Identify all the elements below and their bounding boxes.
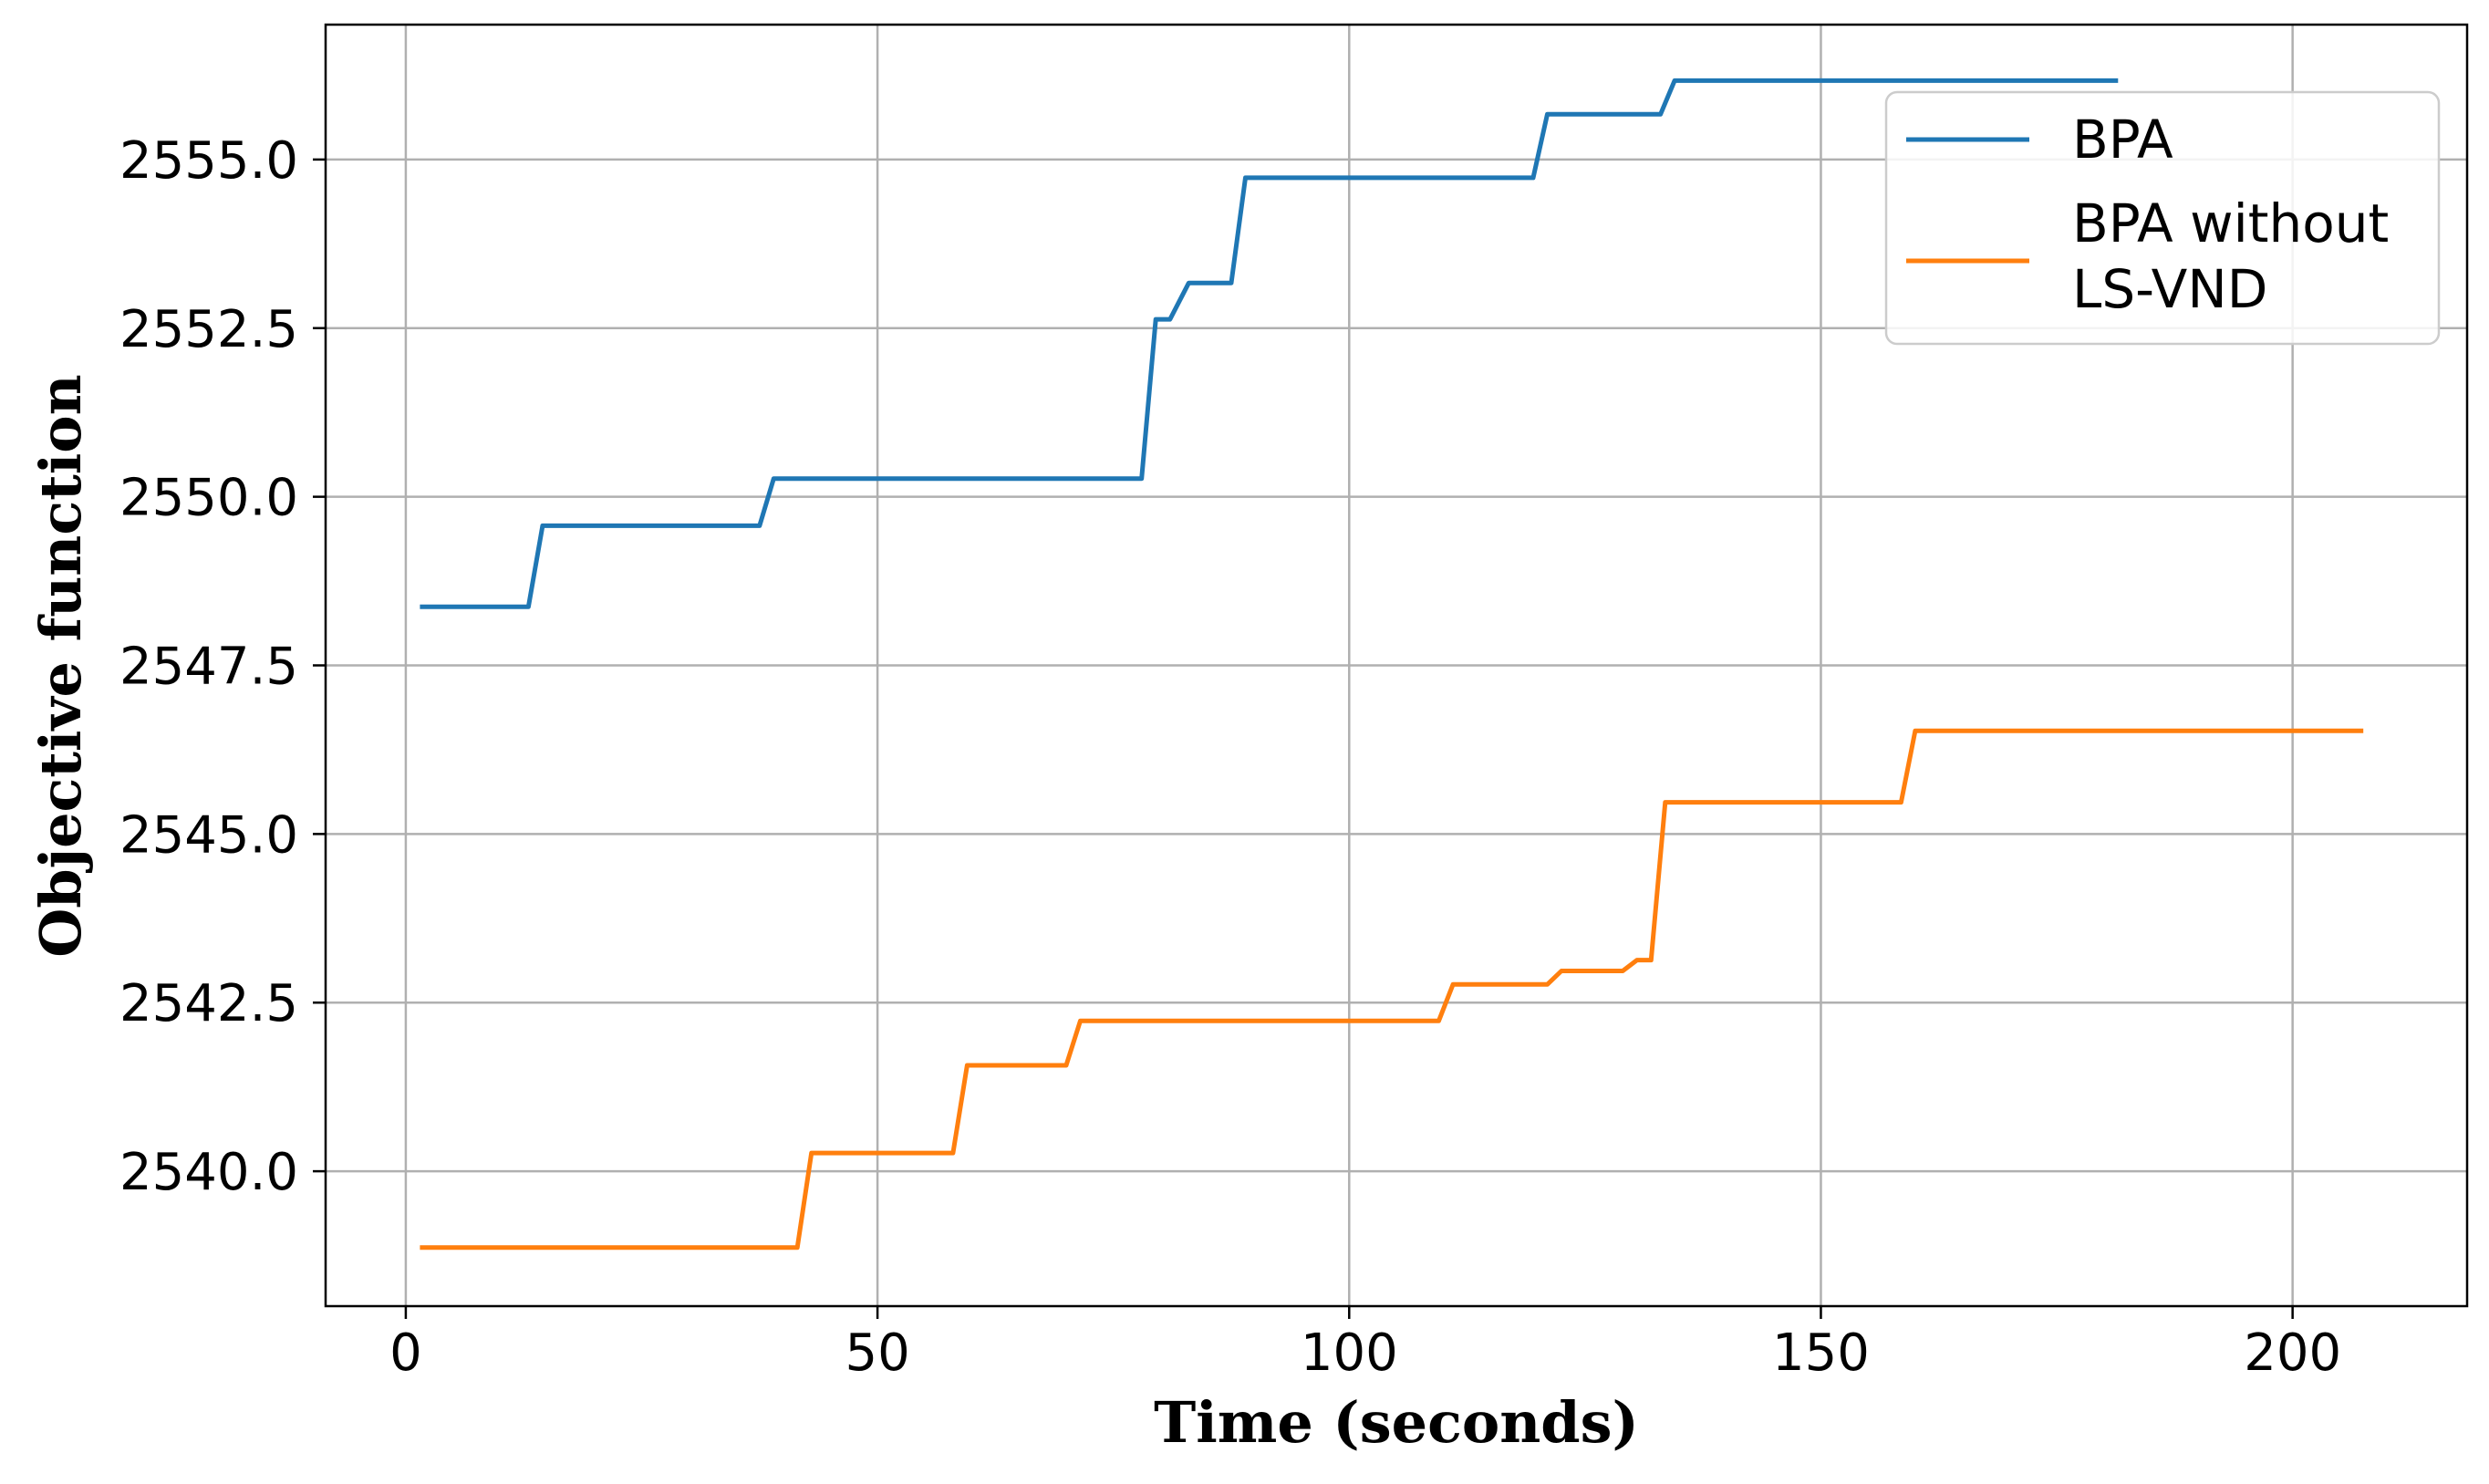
y-tick-label: 2552.5 — [119, 300, 298, 359]
legend-label-bpa: BPA — [2072, 109, 2173, 171]
ticks: 0 50 100 150 200 2540.0 2542.5 2545.0 2547.5 2550… — [119, 131, 2341, 1383]
x-tick-label: 150 — [1772, 1323, 1870, 1383]
y-tick-label: 2555.0 — [119, 131, 298, 191]
x-axis-label: Time (seconds) — [1154, 1389, 1639, 1456]
legend-box — [1884, 90, 2441, 346]
y-tick-label: 2540.0 — [119, 1143, 298, 1202]
legend-label-bpa-without-line1: BPA without — [2072, 192, 2389, 254]
y-tick-label: 2545.0 — [119, 805, 298, 865]
x-tick-label: 50 — [845, 1323, 909, 1383]
series-layer — [420, 78, 2364, 1251]
x-tick-label: 200 — [2244, 1323, 2341, 1383]
y-tick-label: 2550.0 — [119, 469, 298, 528]
x-tick-label: 0 — [389, 1323, 422, 1383]
y-tick-label: 2547.5 — [119, 638, 298, 697]
y-axis-label: Objective function — [27, 374, 94, 957]
legend-label-bpa-without-line2: LS-VND — [2072, 258, 2267, 320]
series-line-bpa — [420, 78, 2119, 609]
x-tick-label: 100 — [1301, 1323, 1398, 1383]
y-tick-label: 2542.5 — [119, 974, 298, 1033]
legend: BPA BPA without LS-VND — [1884, 90, 2441, 346]
series-line-bpa-without-ls-vnd — [420, 728, 2364, 1251]
